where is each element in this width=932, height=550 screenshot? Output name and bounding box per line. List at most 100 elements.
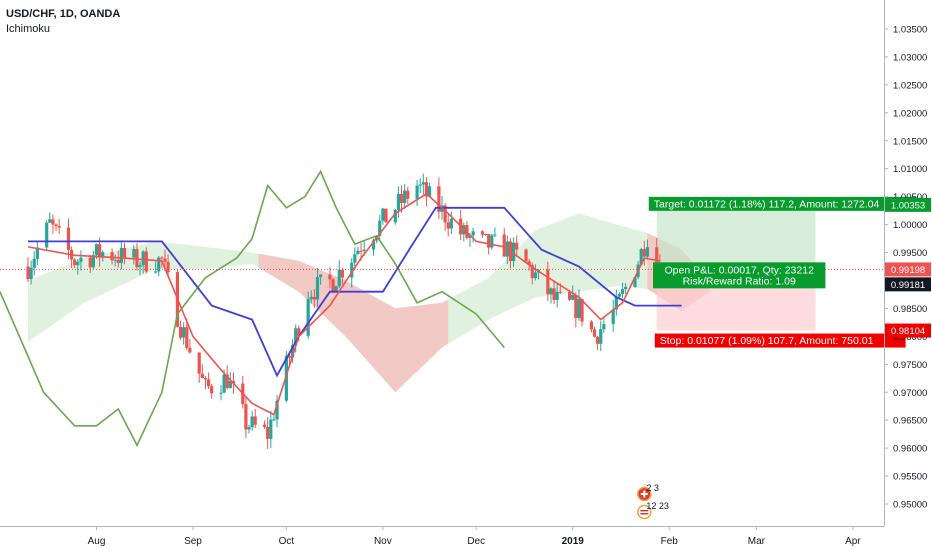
candle-body xyxy=(396,193,401,210)
candle-body xyxy=(29,267,33,280)
y-tick-label: 0.97500 xyxy=(893,360,927,371)
candle-body xyxy=(655,247,659,265)
y-tick-label: 0.96500 xyxy=(893,416,927,427)
pnl-label-bg xyxy=(653,262,826,289)
candle-body xyxy=(645,247,650,257)
candle-body xyxy=(315,277,320,300)
target-label: Target: 0.01172 (1.18%) 117.2, Amount: 1… xyxy=(654,198,880,210)
candle-body xyxy=(558,291,562,293)
candle-body xyxy=(614,296,618,310)
candle-body xyxy=(160,257,164,259)
candle-body xyxy=(399,193,404,204)
candle-body xyxy=(328,274,332,280)
candle-body xyxy=(353,254,357,263)
candle-body xyxy=(592,329,597,337)
candle-body xyxy=(262,424,267,427)
kijun-line xyxy=(28,206,682,378)
x-tick-label: 2019 xyxy=(562,536,585,547)
swiss-cross xyxy=(640,493,648,495)
candle-body xyxy=(480,231,485,235)
candle-body xyxy=(35,247,39,259)
candle-body xyxy=(334,286,338,293)
candle-body xyxy=(76,261,80,266)
candle-body xyxy=(166,261,170,273)
tenkan-line xyxy=(27,192,661,416)
indicator-label[interactable]: Ichimoku xyxy=(6,23,51,35)
y-tick-label: 0.95500 xyxy=(893,472,927,483)
candle-body xyxy=(200,373,204,378)
y-tick-label: 0.98500 xyxy=(893,304,927,315)
x-tick-label: Sep xyxy=(184,536,202,547)
candle-body xyxy=(384,208,388,223)
candle-body xyxy=(319,274,323,278)
candle-body xyxy=(378,220,382,236)
candle-body xyxy=(122,247,127,258)
candle-body xyxy=(524,249,528,262)
candle-body xyxy=(359,250,363,252)
candle-body xyxy=(568,291,572,300)
candle-body xyxy=(116,259,120,264)
candle-body xyxy=(331,279,335,293)
price-tag-current-bg xyxy=(885,262,931,277)
candle-body xyxy=(309,296,313,300)
candle-body xyxy=(113,259,117,261)
candle-body xyxy=(577,299,581,319)
candle-body xyxy=(66,227,71,250)
candle-body xyxy=(490,235,494,248)
candle-body xyxy=(157,257,161,272)
candle-body xyxy=(45,222,49,248)
candle-body xyxy=(312,296,316,300)
candle-body xyxy=(250,416,254,428)
candle-body xyxy=(617,294,622,297)
candle-body xyxy=(135,249,139,268)
candle-body xyxy=(602,324,606,330)
candle-body xyxy=(546,269,550,295)
candle-body xyxy=(79,257,83,262)
candle-body xyxy=(555,291,559,301)
position-labels: Target: 0.01172 (1.18%) 117.2, Amount: 1… xyxy=(648,196,917,348)
candle-body xyxy=(138,265,142,268)
x-tick-label: Feb xyxy=(661,536,679,547)
x-tick-label: Dec xyxy=(467,536,485,547)
candle-body xyxy=(589,321,594,330)
candle-body xyxy=(549,288,553,295)
candle-body xyxy=(493,234,497,236)
candle-body xyxy=(203,377,208,380)
candle-body xyxy=(132,249,136,258)
candle-body xyxy=(73,259,77,266)
pnl-label: Open P&L: 0.00017, Qty: 23212 xyxy=(664,264,814,276)
candle-body xyxy=(98,244,102,258)
price-tag-stop: 0.98104 xyxy=(891,326,925,337)
candle-body xyxy=(487,233,491,248)
candle-body xyxy=(599,329,603,344)
price-tag-entry: 0.99181 xyxy=(891,280,925,291)
event-badge: 2 3 xyxy=(646,483,659,493)
candle-body xyxy=(228,381,232,389)
candle-body xyxy=(552,288,556,301)
x-tick-label: Aug xyxy=(88,536,106,547)
price-tag-stop-bg xyxy=(885,323,931,338)
candle-body xyxy=(253,416,257,425)
candle-body xyxy=(222,374,226,393)
candle-body xyxy=(381,208,385,221)
candle-body xyxy=(502,234,506,257)
candle-body xyxy=(294,328,298,345)
rr-label: Risk/Reward Ratio: 1.09 xyxy=(683,275,796,287)
candle-body xyxy=(418,184,422,186)
candle-body xyxy=(287,355,292,358)
candle-body xyxy=(197,352,201,374)
price-tag-current: 0.99198 xyxy=(891,265,925,276)
candle-body xyxy=(533,272,537,279)
y-tick-label: 1.03500 xyxy=(893,24,927,35)
candle-body xyxy=(163,258,167,262)
candle-body xyxy=(340,269,344,278)
candle-body xyxy=(144,251,148,272)
candle-body xyxy=(483,233,488,235)
candle-body xyxy=(244,404,248,430)
ichimoku-cloud xyxy=(28,213,710,393)
ichimoku-lines xyxy=(0,169,682,448)
candle-body xyxy=(415,185,419,199)
candle-body xyxy=(633,277,637,287)
candle-body xyxy=(471,231,475,236)
